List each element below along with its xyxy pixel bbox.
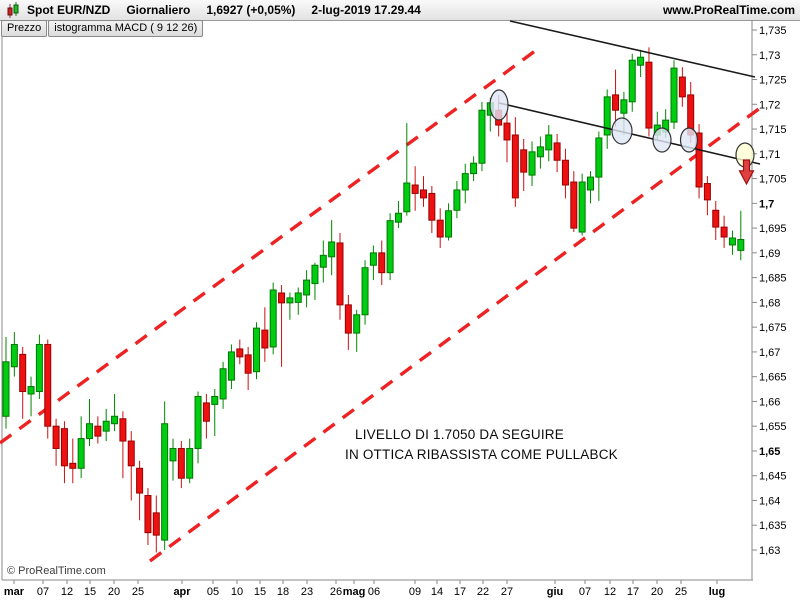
svg-text:10: 10 (231, 586, 243, 598)
svg-text:1,71: 1,71 (759, 149, 780, 161)
svg-text:1,675: 1,675 (759, 322, 787, 334)
svg-text:20: 20 (108, 586, 120, 598)
svg-text:mag: mag (343, 586, 366, 598)
svg-text:05: 05 (207, 586, 219, 598)
svg-text:17: 17 (454, 586, 466, 598)
timeframe-label: Giornaliero (126, 3, 191, 17)
time-axis: mar 07 12 15 20 25 apr 05 10 15 18 23 26 mag 06 09 14 17 2… (4, 580, 725, 598)
svg-text:1,715: 1,715 (759, 124, 787, 136)
svg-text:1,66: 1,66 (759, 396, 780, 408)
svg-text:1,73: 1,73 (759, 50, 780, 62)
instrument-name: Spot EUR/NZD (27, 3, 111, 17)
svg-text:15: 15 (84, 586, 96, 598)
last-update-datetime: 2-lug-2019 17.29.44 (311, 3, 421, 17)
svg-text:1,685: 1,685 (759, 273, 787, 285)
chart-annotation-line1: LIVELLO DI 1.7050 DA SEGUIRE (355, 427, 564, 442)
svg-text:1,64: 1,64 (759, 495, 780, 507)
svg-text:23: 23 (301, 586, 313, 598)
svg-text:14: 14 (431, 586, 443, 598)
chart-annotation-line2: IN OTTICA RIBASSISTA COME PULLABCK (345, 447, 618, 462)
svg-text:15: 15 (254, 586, 266, 598)
svg-text:apr: apr (173, 586, 191, 598)
chart-titlebar: Spot EUR/NZD Giornaliero 1,6927 (+0,05%)… (0, 0, 800, 21)
svg-text:1,7: 1,7 (759, 198, 774, 210)
svg-text:1,705: 1,705 (759, 174, 787, 186)
tab-istogramma-macd[interactable]: istogramma MACD ( 9 12 26) (48, 20, 204, 37)
axes-layer (1, 20, 753, 581)
svg-text:lug: lug (709, 586, 726, 598)
svg-text:1,735: 1,735 (759, 25, 787, 37)
svg-text:07: 07 (37, 586, 49, 598)
trend-channel-dashed-lines[interactable] (0, 49, 762, 563)
svg-text:22: 22 (477, 586, 489, 598)
svg-text:1,67: 1,67 (759, 347, 780, 359)
tab-prezzo[interactable]: Prezzo (1, 20, 48, 37)
website-label: www.ProRealTime.com (662, 3, 795, 17)
svg-text:1,645: 1,645 (759, 471, 787, 483)
candlestick-icon (6, 1, 21, 19)
svg-text:25: 25 (132, 586, 144, 598)
svg-text:1,635: 1,635 (759, 520, 787, 532)
svg-text:12: 12 (604, 586, 616, 598)
svg-text:17: 17 (627, 586, 639, 598)
svg-text:07: 07 (579, 586, 591, 598)
copyright-watermark: © ProRealTime.com (7, 565, 106, 577)
svg-text:09: 09 (409, 586, 421, 598)
svg-text:12: 12 (61, 586, 73, 598)
svg-text:1,63: 1,63 (759, 545, 780, 557)
last-price-and-change: 1,6927 (+0,05%) (206, 3, 296, 17)
svg-text:18: 18 (277, 586, 289, 598)
svg-text:25: 25 (675, 586, 687, 598)
price-axis: 1,735 1,73 1,725 1,72 1,715 1,71 1,705 1,7 1,695… (752, 25, 787, 557)
svg-text:06: 06 (368, 586, 380, 598)
svg-text:mar: mar (4, 586, 25, 598)
candles-layer (2, 47, 745, 553)
svg-text:1,695: 1,695 (759, 223, 787, 235)
svg-text:1,72: 1,72 (759, 99, 780, 111)
svg-text:giu: giu (547, 586, 564, 598)
svg-text:1,68: 1,68 (759, 297, 780, 309)
sell-signal-arrow-icon[interactable] (738, 159, 755, 186)
svg-text:26: 26 (330, 586, 342, 598)
svg-text:1,665: 1,665 (759, 372, 787, 384)
ellipse-annotations[interactable] (489, 89, 755, 168)
svg-text:20: 20 (651, 586, 663, 598)
svg-text:1,725: 1,725 (759, 75, 787, 87)
svg-text:1,69: 1,69 (759, 248, 780, 260)
svg-text:1,65: 1,65 (759, 446, 780, 458)
svg-text:27: 27 (501, 586, 513, 598)
indicator-tabs: Prezzo istogramma MACD ( 9 12 26) (1, 20, 204, 37)
svg-text:1,655: 1,655 (759, 421, 787, 433)
